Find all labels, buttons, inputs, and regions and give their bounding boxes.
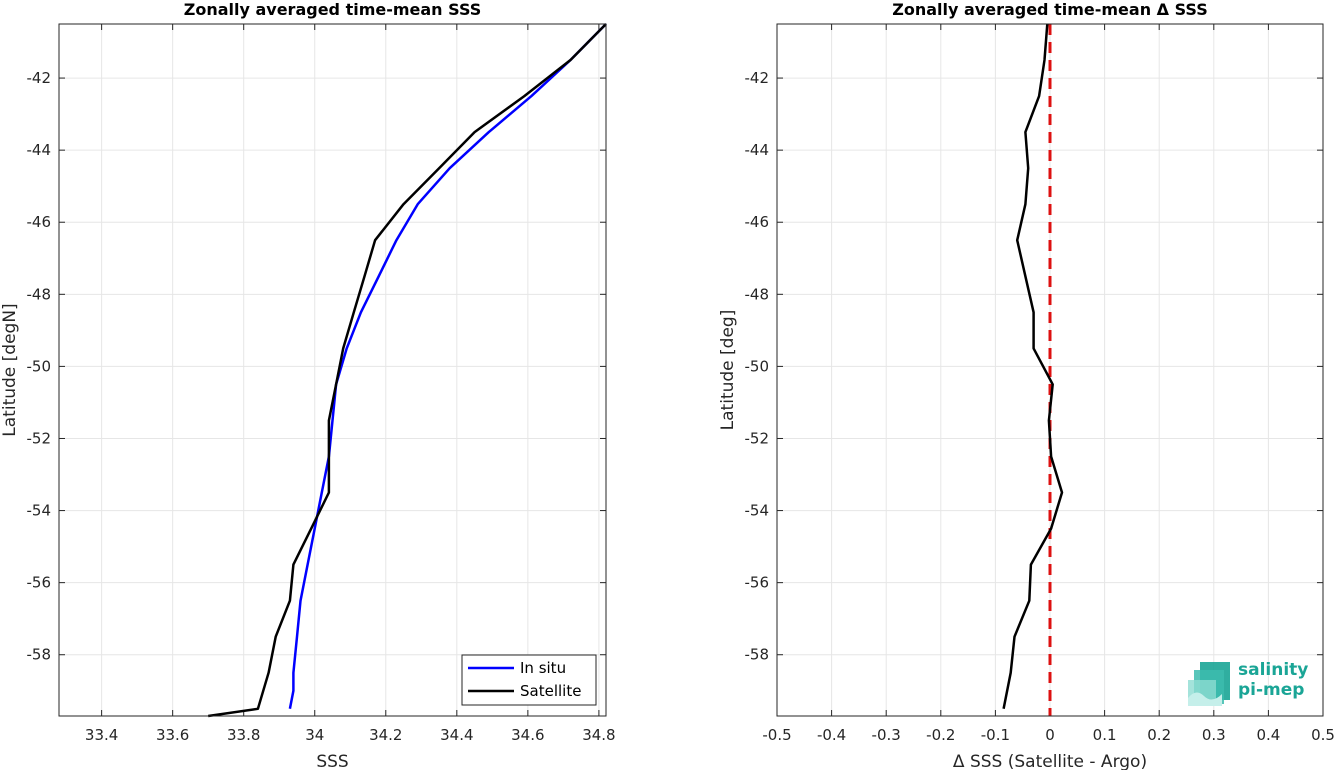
- x-tick-label: 0.5: [1311, 726, 1335, 744]
- x-tick-label: 0.3: [1202, 726, 1226, 744]
- y-tick-label: -52: [27, 429, 52, 447]
- wave-logo-icon: [1188, 662, 1230, 706]
- y-tick-label: -56: [745, 574, 770, 592]
- x-tick-label: 34.6: [511, 726, 544, 744]
- axes-box: [776, 23, 1324, 717]
- x-axis-label: SSS: [316, 752, 348, 770]
- x-tick-label: 0.4: [1256, 726, 1280, 744]
- y-tick-label: -44: [27, 141, 52, 159]
- legend: In situ Satellite: [461, 654, 597, 706]
- y-axis-label: Latitude [degN]: [0, 303, 20, 436]
- legend-label: Satellite: [520, 682, 581, 700]
- x-tick-label: -0.5: [762, 726, 791, 744]
- logo-line1: salinity: [1238, 660, 1309, 680]
- salinity-pi-mep-logo: salinity pi-mep: [1186, 658, 1316, 708]
- x-tick-label: 34.2: [369, 726, 402, 744]
- y-tick-label: -52: [745, 429, 770, 447]
- y-tick-label: -48: [745, 285, 770, 303]
- x-tick-label: 33.4: [85, 726, 118, 744]
- x-tick-label: 34.4: [440, 726, 473, 744]
- y-axis-label: Latitude [deg]: [718, 310, 738, 431]
- x-tick-label: 33.8: [227, 726, 260, 744]
- y-tick-label: -58: [745, 646, 770, 664]
- y-tick-label: -44: [745, 141, 770, 159]
- series-line-satellite: [208, 23, 607, 718]
- x-tick-label: -0.3: [872, 726, 901, 744]
- y-tick-label: -48: [27, 285, 52, 303]
- axes-box: [58, 23, 607, 717]
- plot-background: [59, 24, 606, 716]
- legend-label: In situ: [520, 659, 566, 677]
- x-tick-label: 0.2: [1147, 726, 1171, 744]
- y-tick-label: -54: [745, 502, 770, 520]
- y-tick-label: -46: [27, 213, 52, 231]
- y-tick-label: -42: [745, 69, 770, 87]
- panel-delta-sss: -0.5 -0.4 -0.3 -0.2 -0.1 0 0.1 0.2 0.3 0.4 0.5 -42 -…: [718, 0, 1335, 770]
- x-tick-label: 34.8: [582, 726, 615, 744]
- x-tick-label: 34: [305, 726, 324, 744]
- x-tick-label: -0.1: [981, 726, 1010, 744]
- legend-box: [461, 654, 597, 706]
- x-axis-label: Δ SSS (Satellite - Argo): [953, 752, 1147, 770]
- y-tick-label: -46: [745, 213, 770, 231]
- chart-title: Zonally averaged time-mean Δ SSS: [892, 0, 1208, 19]
- chart-title: Zonally averaged time-mean SSS: [184, 0, 482, 19]
- y-tick-label: -50: [27, 357, 52, 375]
- logo-line2: pi-mep: [1238, 680, 1305, 700]
- x-tick-label: -0.4: [817, 726, 846, 744]
- y-tick-label: -50: [745, 357, 770, 375]
- y-tick-label: -56: [27, 574, 52, 592]
- series-line-0: [1002, 23, 1064, 710]
- y-tick-label: -58: [27, 646, 52, 664]
- x-tick-label: 0.1: [1093, 726, 1117, 744]
- y-tick-label: -42: [27, 69, 52, 87]
- x-tick-label: 0: [1045, 726, 1055, 744]
- y-tick-label: -54: [27, 502, 52, 520]
- x-tick-label: 33.6: [156, 726, 189, 744]
- panel-sss: 33.4 33.6 33.8 34 34.2 34.4 34.6 34.8 -42 -44 -46 -…: [0, 0, 616, 770]
- x-tick-label: -0.2: [926, 726, 955, 744]
